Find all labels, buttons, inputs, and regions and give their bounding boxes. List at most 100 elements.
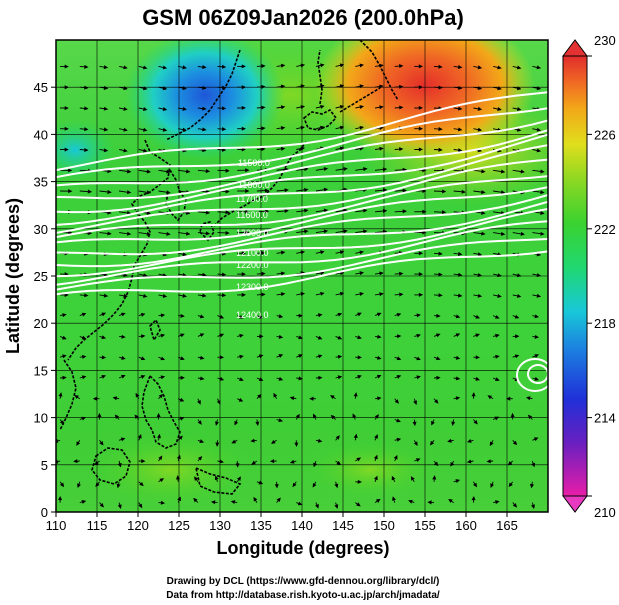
wind-vector-head (318, 313, 323, 318)
wind-vector-head (121, 312, 126, 317)
wind-vector-head (396, 437, 402, 442)
wind-vector-head (376, 355, 382, 360)
wind-vector-head (448, 499, 453, 503)
wind-vector-head (298, 376, 303, 381)
wind-vector-head (402, 167, 407, 172)
wind-vector-head (160, 500, 166, 505)
wind-vector-head (81, 500, 87, 504)
contour-line-4 (56, 129, 548, 200)
wind-vector-head (103, 148, 109, 153)
wind-vector-head (126, 169, 132, 174)
wind-vector-head (202, 293, 207, 298)
credit-line-2: Data from http://database.rish.kyoto-u.a… (166, 590, 440, 601)
wind-vector-head (182, 86, 187, 91)
wind-vector-head (352, 413, 357, 418)
wind-vector-head (280, 63, 286, 68)
wind-vector-head (455, 314, 461, 319)
wind-vector-head (107, 210, 112, 215)
colorbar-ticks: 210 214 218 222 226 230 (587, 33, 616, 520)
wind-vector-head (359, 271, 365, 276)
wind-vector-head (95, 482, 100, 488)
wind-vector-head (359, 250, 365, 255)
wind-vector-head (467, 438, 472, 443)
wind-vector-head (239, 354, 244, 359)
contour-line-13 (56, 220, 548, 286)
wind-vector-head (516, 127, 522, 132)
wind-vector-head (142, 86, 148, 91)
wind-vector-head (536, 252, 542, 257)
y-axis-label: Latitude (degrees) (3, 198, 23, 354)
wind-vector-head (402, 188, 407, 193)
wind-vector-head (357, 374, 362, 379)
x-tick-label-130: 130 (209, 518, 231, 533)
wind-vector-head (510, 412, 515, 418)
wind-vector-head (418, 292, 424, 297)
wind-vector-head (84, 106, 89, 111)
wind-vector-head (309, 396, 314, 401)
wind-vector-head (58, 495, 63, 501)
wind-vector-head (536, 293, 542, 298)
wind-vector-head (101, 335, 107, 340)
wind-vector-head (432, 475, 437, 480)
x-tick-label-150: 150 (373, 518, 395, 533)
coastlines (59, 40, 399, 495)
contour-line-6 (56, 144, 548, 226)
contour-label-6: 12100.0 (236, 248, 269, 258)
wind-vector-head (457, 65, 463, 70)
wind-vector-head (84, 293, 89, 298)
wind-vector-head (199, 333, 205, 338)
wind-vector-head (245, 230, 250, 235)
wind-vector-head (515, 334, 520, 339)
wind-vector-head (158, 455, 163, 461)
wind-vector-head (304, 167, 309, 172)
wind-vector-head (497, 273, 502, 278)
wind-vector-head (289, 459, 295, 464)
wind-vector-head (160, 356, 166, 361)
wind-vector-head (377, 334, 382, 339)
wind-vector-head (300, 250, 306, 255)
wind-vector-head (160, 333, 166, 338)
wind-vector-head (140, 356, 146, 361)
wind-vector-head (73, 459, 78, 464)
coastline-taiwan (149, 318, 161, 342)
wind-vector-head (497, 293, 502, 298)
wind-vector-head (363, 229, 368, 234)
contour-line-11 (56, 200, 548, 268)
wind-vector-head (107, 231, 112, 236)
wind-vector-head (376, 374, 382, 379)
wind-vector-head (137, 434, 142, 439)
wind-vector-head (284, 188, 289, 193)
wind-vector-head (495, 354, 500, 359)
wind-vector-head (261, 84, 266, 89)
wind-vector-head (534, 376, 539, 381)
wind-vector-head (320, 84, 325, 89)
wind-vector-head (269, 459, 275, 464)
wind-vector-head (142, 148, 148, 153)
coastline-borneo (91, 447, 131, 485)
wind-vector-head (516, 273, 522, 278)
wind-vector-head (280, 146, 286, 151)
colorbar-bottom-arrow (562, 495, 588, 513)
wind-vector-head (205, 231, 211, 236)
wind-vector-head (339, 125, 345, 130)
wind-vector-head (416, 375, 421, 380)
wind-vector-head (438, 127, 443, 132)
wind-vector-head (77, 483, 81, 489)
wind-vector-head (68, 230, 73, 235)
wind-vector-head (216, 400, 221, 405)
wind-vector-head (261, 126, 266, 131)
y-tick-label-30: 30 (34, 222, 48, 237)
wind-vector-head (304, 187, 309, 192)
x-axis-label: Longitude (degrees) (216, 538, 389, 558)
wind-vector-head (202, 85, 207, 90)
y-tick-label-40: 40 (34, 127, 48, 142)
wind-vector-head (339, 250, 345, 255)
wind-vector-head (214, 475, 219, 481)
wind-vector-head (339, 84, 345, 89)
geopotential-contours (56, 91, 548, 296)
x-tick-label-160: 160 (455, 518, 477, 533)
coastline-kamchatka (359, 40, 399, 101)
colorbar-tick-label-226: 226 (594, 127, 616, 142)
colorbar-top-arrow (562, 39, 588, 57)
wind-vector-head (376, 312, 382, 317)
